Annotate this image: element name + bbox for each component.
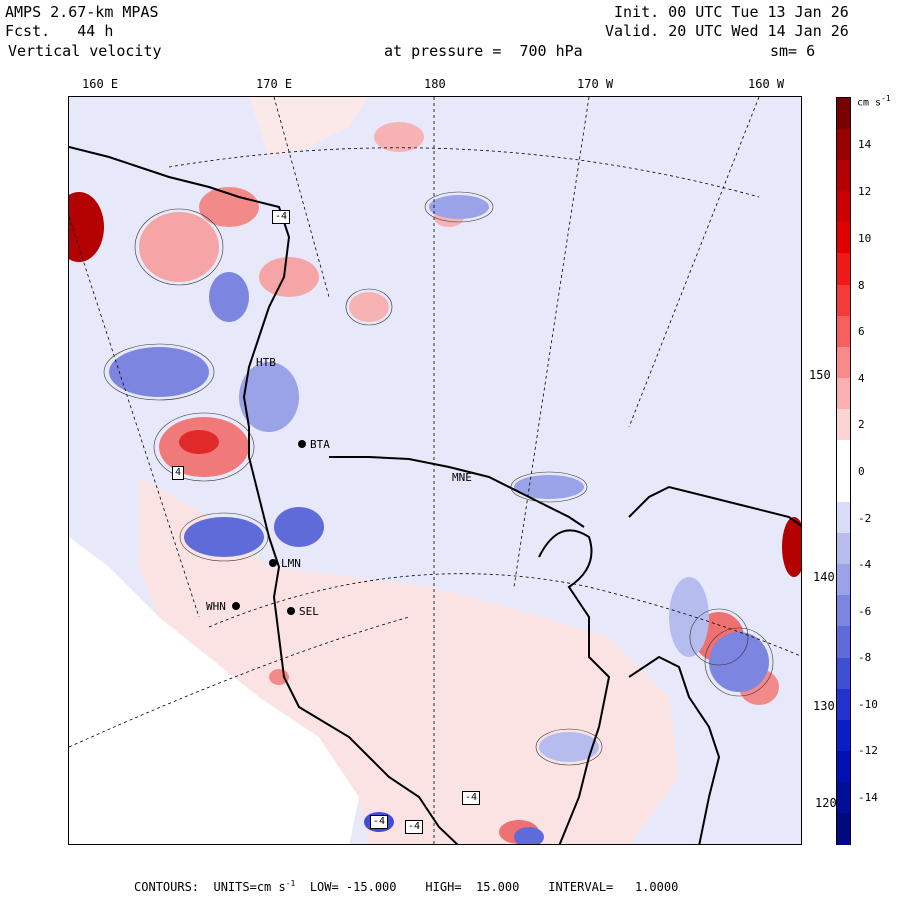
colorbar-segment (837, 657, 850, 691)
colorbar-segment (837, 502, 850, 535)
footer-interval: INTERVAL= 1.0000 (548, 880, 679, 894)
smoothing-value: sm= 6 (770, 42, 816, 60)
white-region-southwest (69, 537, 359, 844)
footer-units-exponent: -1 (285, 879, 296, 888)
colorbar-tick: -14 (858, 791, 878, 804)
station-sel: SEL (299, 605, 319, 618)
colorbar-segment (837, 315, 850, 349)
colorbar-tick: 4 (858, 372, 865, 385)
station-bta: BTA (310, 438, 330, 451)
colorbar-tick: -6 (858, 605, 872, 618)
station-mne: MNE (452, 471, 472, 484)
colorbar-tick: -2 (858, 512, 872, 525)
contour-label-box: -4 (462, 791, 481, 805)
footer-high: HIGH= 15.000 (425, 880, 520, 894)
colorbar-segment (837, 160, 850, 193)
colorbar-segment (837, 439, 850, 473)
footer-contours: CONTOURS: UNITS=cm s (134, 880, 286, 894)
colorbar-segment (837, 719, 850, 753)
contour-label-box: -4 (370, 815, 389, 829)
colorbar-units: cm s-1 (857, 94, 891, 108)
contour-info-footer: CONTOURS: UNITS=cm s-1 LOW= -15.000 HIGH… (134, 879, 678, 894)
colorbar-tick: 6 (858, 325, 865, 338)
colorbar-tick: 8 (858, 279, 865, 292)
field-name: Vertical velocity (8, 42, 162, 60)
valid-time: Valid. 20 UTC Wed 14 Jan 26 (605, 22, 849, 40)
footer-low: LOW= -15.000 (309, 880, 397, 894)
map-canvas (69, 97, 801, 844)
forecast-hour: Fcst. 44 h (5, 22, 114, 40)
colorbar-tick: 14 (858, 138, 872, 151)
colorbar-tick: 0 (858, 465, 865, 478)
colorbar-tick: -8 (858, 651, 872, 664)
colorbar-segment (837, 781, 850, 815)
contour-label-box: 4 (172, 466, 185, 480)
model-title: AMPS 2.67-km MPAS (5, 3, 159, 21)
colorbar-segment (837, 191, 850, 224)
lon-label-160w: 160 W (748, 77, 785, 91)
colorbar-tick: -12 (858, 744, 878, 757)
colorbar-segment (837, 377, 850, 411)
pink-region-north (249, 97, 369, 157)
lon-label-180: 180 (424, 77, 446, 91)
station-whn: WHN (206, 600, 226, 613)
contour-label-box: -4 (405, 820, 424, 834)
lon-label-170w: 170 W (577, 77, 614, 91)
station-dot-sel (287, 607, 295, 615)
colorbar-units-text: cm s (857, 97, 882, 109)
pressure-level: at pressure = 700 hPa (384, 42, 583, 60)
map-panel (68, 96, 802, 845)
graticule (69, 97, 801, 844)
colorbar-segment (837, 533, 850, 566)
station-htb: HTB (256, 356, 276, 369)
upward-motion-patches (69, 122, 801, 844)
colorbar-segment (837, 564, 850, 597)
lon-label-170e: 170 E (256, 77, 293, 91)
colorbar-tick: 10 (858, 232, 872, 245)
colorbar-segment (837, 98, 850, 131)
contour-label-box: -4 (272, 210, 291, 224)
station-dot-whn (232, 602, 240, 610)
colorbar-tick: 12 (858, 185, 872, 198)
colorbar (836, 97, 851, 846)
colorbar-tick: -4 (858, 558, 872, 571)
coastline (69, 146, 801, 844)
colorbar-segment (837, 595, 850, 628)
colorbar-tick: -10 (858, 698, 878, 711)
init-time: Init. 00 UTC Tue 13 Jan 26 (614, 3, 849, 21)
colorbar-segment (837, 346, 850, 380)
colorbar-segment (837, 688, 850, 722)
colorbar-segment (837, 253, 850, 286)
station-lmn: LMN (281, 557, 301, 570)
colorbar-segment (837, 626, 850, 659)
colorbar-segment (837, 129, 850, 162)
colorbar-segment (837, 750, 850, 784)
colorbar-segment (837, 812, 850, 846)
colorbar-segment (837, 408, 850, 442)
colorbar-segment (837, 471, 850, 504)
station-dot-lmn (269, 559, 277, 567)
contour-lines (103, 191, 774, 766)
colorbar-segment (837, 222, 850, 255)
colorbar-units-exponent: -1 (881, 94, 891, 103)
lon-label-160e: 160 E (82, 77, 119, 91)
colorbar-segment (837, 284, 850, 318)
colorbar-tick: 2 (858, 418, 865, 431)
station-dot-bta (298, 440, 306, 448)
